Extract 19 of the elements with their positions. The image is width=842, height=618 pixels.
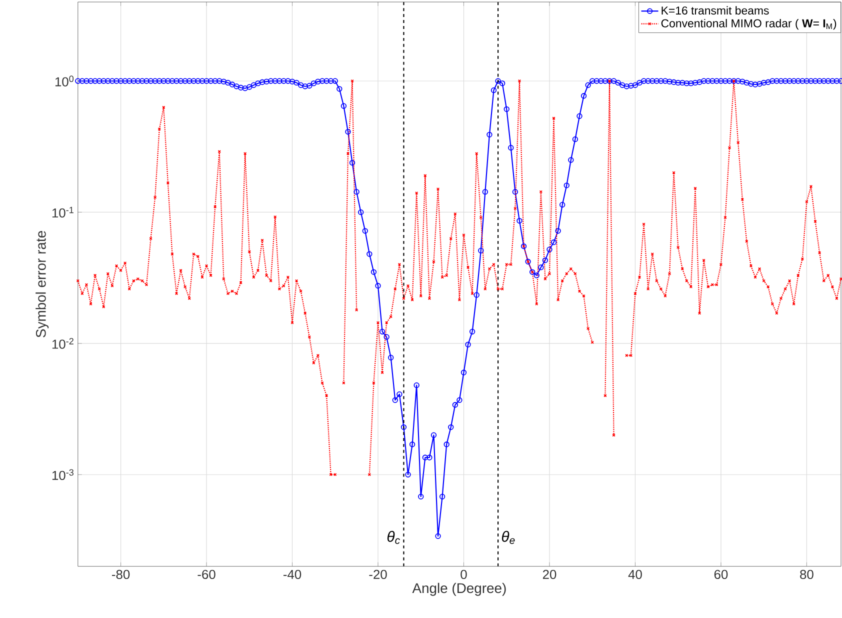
ref-line-label: θ$_{c}$ [387,530,400,544]
x-tick-label: 40 [628,570,642,579]
y-tick-label: 10$^{-1}$ [52,206,74,218]
x-tick-label: 0 [460,570,467,579]
x-tick-label: 60 [714,570,728,579]
y-tick-label: 10$^{-3}$ [52,469,74,480]
x-tick-label: -20 [369,570,387,579]
legend-label: Conventional MIMO radar ( W= I$_{M}$) [661,18,836,30]
x-tick-label: -80 [112,570,130,579]
x-axis-title: Angle (Degree) [412,582,506,596]
x-tick-label: 20 [542,570,556,579]
y-axis-title: Symbol error rate [36,230,49,338]
legend-label: K=16 transmit beams [662,6,769,14]
x-tick-label: -60 [198,570,216,579]
x-tick-label: 80 [800,570,814,579]
y-tick-label: 10$^{-2}$ [52,338,74,349]
ref-line-label: θ$_{e}$ [502,530,515,544]
y-tick-label: 10$^{0}$ [55,75,74,86]
x-tick-label: -40 [283,570,302,579]
